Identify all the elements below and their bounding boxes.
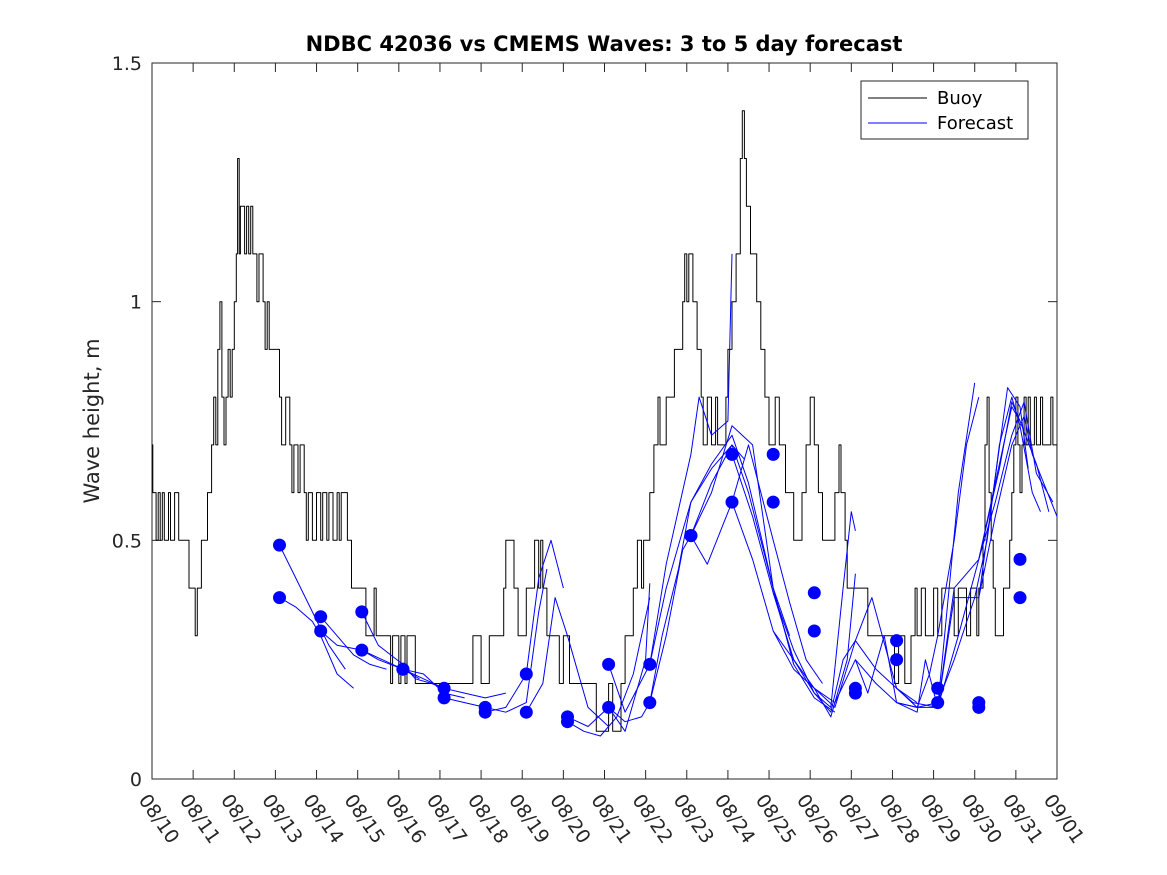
forecast-initial-marker	[478, 705, 492, 719]
forecast-initial-marker	[273, 591, 286, 605]
forecast-line	[525, 597, 609, 727]
legend-label-forecast: Forecast	[937, 113, 1013, 134]
forecast-initial-marker	[1013, 552, 1027, 566]
forecast-initial-marker	[848, 686, 862, 700]
forecast-line	[608, 444, 745, 723]
forecast-initial-marker	[355, 605, 369, 619]
y-axis-label: Wave height, m	[80, 338, 104, 503]
forecast-line	[567, 597, 651, 737]
forecast-line	[690, 425, 836, 713]
forecast-line	[443, 568, 548, 713]
forecast-line	[937, 396, 1041, 703]
legend-box	[860, 80, 1029, 140]
forecast-initial-marker	[355, 643, 369, 657]
forecast-initial-marker	[725, 495, 739, 509]
forecast-line	[731, 454, 856, 713]
forecast-line	[320, 616, 387, 670]
forecast-initial-marker	[314, 610, 328, 624]
forecast-initial-marker	[561, 715, 574, 729]
forecast-initial-marker	[314, 624, 328, 638]
forecast-initial-marker	[766, 495, 780, 509]
forecast-initial-marker	[602, 657, 616, 671]
forecast-initial-marker	[684, 529, 698, 543]
chart-title: NDBC 42036 vs CMEMS Waves: 3 to 5 day fo…	[306, 32, 903, 56]
forecast-initial-marker	[602, 700, 616, 714]
forecast-initial-marker	[890, 653, 904, 667]
axes-box	[151, 62, 1058, 780]
forecast-initial-marker	[972, 700, 986, 714]
forecast-initial-marker	[931, 681, 945, 695]
forecast-initial-marker	[519, 667, 533, 681]
forecast-initial-marker	[807, 624, 821, 638]
forecast-initial-marker	[807, 586, 821, 600]
forecast-initial-marker	[1013, 591, 1027, 605]
forecast-initial-marker	[725, 447, 739, 461]
forecast-initial-marker	[396, 662, 410, 676]
forecast-line	[978, 415, 1057, 598]
forecast-initial-marker	[766, 447, 780, 461]
forecast-line	[608, 253, 733, 713]
y-tick-label: 0.5	[112, 530, 142, 552]
series-group	[152, 110, 1057, 737]
buoy-line	[152, 110, 1057, 732]
plot-area: 00.511.508/1008/1108/1208/1308/1408/1508…	[112, 53, 1089, 848]
forecast-line	[731, 501, 856, 718]
forecast-initial-marker	[437, 681, 451, 695]
y-tick-label: 0	[130, 769, 142, 791]
forecast-initial-marker	[643, 657, 657, 671]
forecast-line	[978, 401, 1054, 560]
forecast-line	[485, 539, 564, 713]
y-tick-label: 1	[130, 292, 142, 314]
legend: Buoy Forecast	[860, 80, 1029, 140]
forecast-line	[896, 401, 1021, 708]
forecast-initial-marker	[931, 696, 945, 710]
forecast-initial-marker	[643, 696, 657, 710]
forecast-line	[279, 544, 346, 670]
y-tick-label: 1.5	[112, 53, 142, 75]
forecast-line	[855, 382, 976, 713]
forecast-line	[772, 597, 918, 708]
forecast-initial-marker	[437, 691, 451, 705]
legend-label-buoy: Buoy	[937, 88, 983, 109]
forecast-initial-marker	[273, 538, 286, 552]
forecast-line	[649, 444, 795, 703]
forecast-initial-marker	[519, 705, 533, 719]
forecast-line	[690, 444, 823, 684]
forecast-initial-marker	[890, 634, 904, 648]
forecast-line	[567, 583, 651, 732]
forecast-line	[402, 668, 506, 699]
